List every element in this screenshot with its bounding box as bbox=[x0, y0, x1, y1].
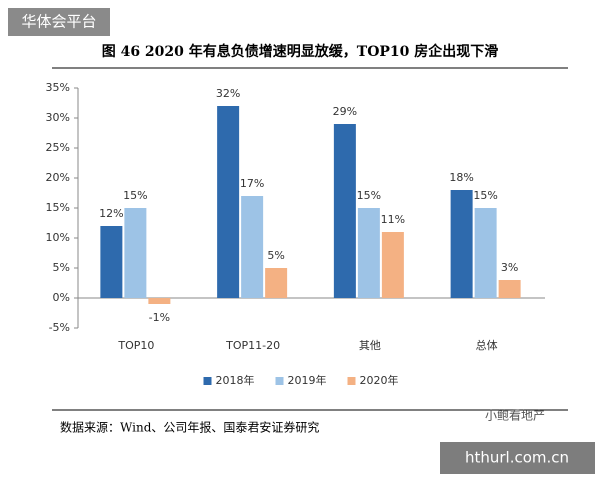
y-tick-label: 35% bbox=[46, 81, 70, 94]
chart: -5%0%5%10%15%20%25%30%35%TOP1012%15%-1%T… bbox=[46, 81, 545, 387]
bar bbox=[265, 268, 288, 298]
bar bbox=[381, 232, 404, 298]
site-box bbox=[440, 442, 595, 474]
x-tick-label: 其他 bbox=[359, 339, 381, 352]
value-label: 5% bbox=[267, 249, 284, 262]
y-tick-label: 10% bbox=[46, 231, 70, 244]
value-label: 18% bbox=[449, 171, 473, 184]
badge: 华体会平台 bbox=[21, 13, 96, 31]
value-label: 15% bbox=[123, 189, 147, 202]
y-tick-label: 25% bbox=[46, 141, 70, 154]
y-tick-label: 15% bbox=[46, 201, 70, 214]
value-label: 17% bbox=[240, 177, 264, 190]
value-label: 12% bbox=[99, 207, 123, 220]
value-label: 32% bbox=[216, 87, 240, 100]
source: 数据来源：Wind、公司年报、国泰君安证券研究 bbox=[60, 420, 319, 435]
x-tick-label: 总体 bbox=[476, 338, 498, 352]
bar bbox=[241, 196, 264, 298]
legend-swatch bbox=[203, 377, 212, 385]
site: hthurl.com.cn bbox=[465, 449, 569, 467]
x-tick-label: TOP11-20 bbox=[225, 339, 280, 352]
y-tick-label: 30% bbox=[46, 111, 70, 124]
bar bbox=[498, 280, 521, 298]
value-label: 15% bbox=[473, 189, 497, 202]
legend-label: 2020年 bbox=[360, 373, 399, 387]
value-label: 11% bbox=[381, 213, 405, 226]
bar bbox=[217, 106, 240, 298]
watermark: 小鲍看地产 bbox=[485, 409, 545, 423]
value-label: -1% bbox=[149, 311, 170, 324]
badge-box bbox=[8, 8, 110, 36]
y-tick-label: -5% bbox=[49, 321, 70, 334]
bar bbox=[124, 208, 147, 298]
bar bbox=[100, 226, 123, 298]
bar bbox=[474, 208, 497, 298]
bar bbox=[450, 190, 473, 298]
y-tick-label: 20% bbox=[46, 171, 70, 184]
value-label: 15% bbox=[357, 189, 381, 202]
legend-swatch bbox=[347, 377, 356, 385]
chart-title: 图 46 2020 年有息负债增速明显放缓，TOP10 房企出现下滑 bbox=[102, 43, 499, 60]
y-tick-label: 0% bbox=[53, 291, 70, 304]
bar bbox=[357, 208, 380, 298]
legend-swatch bbox=[275, 377, 284, 385]
bar bbox=[333, 124, 356, 298]
value-label: 29% bbox=[333, 105, 357, 118]
value-label: 3% bbox=[501, 261, 518, 274]
y-tick-label: 5% bbox=[53, 261, 70, 274]
legend-label: 2019年 bbox=[288, 373, 327, 387]
legend-label: 2018年 bbox=[216, 373, 255, 387]
bar bbox=[148, 298, 171, 304]
x-tick-label: TOP10 bbox=[117, 339, 154, 352]
